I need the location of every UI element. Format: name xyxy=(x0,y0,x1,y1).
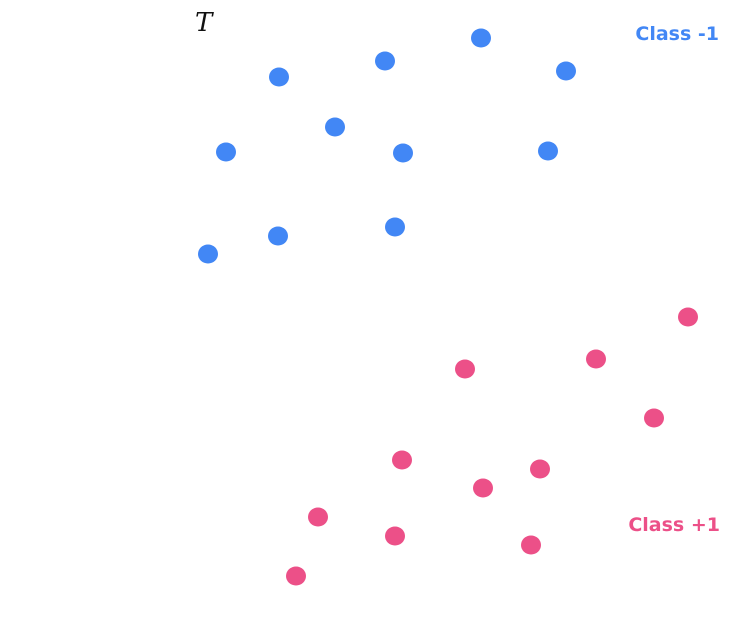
class-pos-point xyxy=(385,526,405,546)
class-neg-point xyxy=(216,142,236,162)
class-pos-point xyxy=(308,507,328,527)
class-neg-point xyxy=(556,61,576,81)
class-pos-point xyxy=(586,349,606,369)
class-neg-point xyxy=(538,141,558,161)
class-pos-point xyxy=(392,450,412,470)
class-neg-point xyxy=(393,143,413,163)
class-neg-point xyxy=(268,226,288,246)
class-pos-point xyxy=(521,535,541,555)
class-pos-point xyxy=(286,566,306,586)
symbol-label: T xyxy=(195,8,214,38)
class-pos-point xyxy=(455,359,475,379)
class-neg-point xyxy=(269,67,289,87)
class-neg-points xyxy=(198,28,576,264)
class-neg-point xyxy=(325,117,345,137)
class-pos-point xyxy=(473,478,493,498)
class-pos-label: Class +1 xyxy=(628,514,720,536)
class-neg-point xyxy=(471,28,491,48)
class-neg-label: Class -1 xyxy=(635,23,719,45)
class-neg-point xyxy=(198,244,218,264)
class-neg-point xyxy=(385,217,405,237)
class-neg-point xyxy=(375,51,395,71)
class-pos-point xyxy=(644,408,664,428)
class-pos-points xyxy=(286,307,698,586)
class-pos-point xyxy=(678,307,698,327)
class-pos-point xyxy=(530,459,550,479)
